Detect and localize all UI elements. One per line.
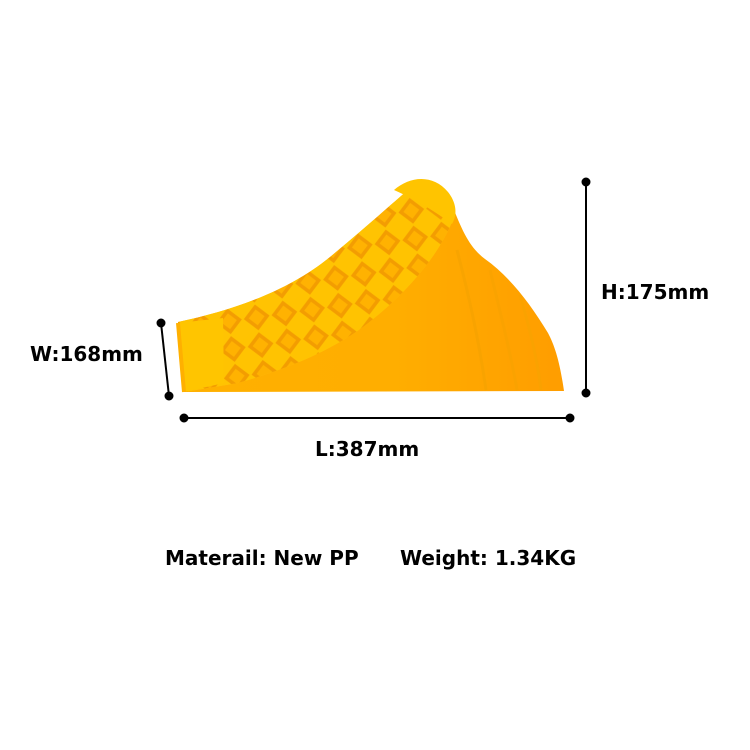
chock-front-lip — [178, 318, 224, 392]
chock-side-body — [184, 180, 564, 392]
length-line-end — [565, 413, 575, 423]
wheel-chock-icon — [176, 179, 564, 393]
weight-spec: Weight: 1.34KG — [400, 546, 577, 570]
width-dimension-line — [160, 322, 170, 397]
height-label: H:175mm — [601, 280, 710, 304]
length-label: L:387mm — [315, 437, 420, 461]
width-line-end — [156, 318, 166, 328]
width-label: W:168mm — [30, 342, 143, 366]
width-line-end — [164, 391, 174, 401]
chock-side-rib — [488, 269, 519, 391]
chock-side-rib — [518, 294, 543, 391]
material-spec: Materail: New PP — [165, 546, 359, 570]
height-line-end — [581, 177, 591, 187]
chock-top-crest — [394, 179, 456, 224]
dimension-lines — [156, 177, 591, 423]
chock-side-rib — [455, 249, 488, 391]
chock-front-edge — [176, 322, 186, 393]
height-line-end — [581, 388, 591, 398]
length-line-end — [179, 413, 189, 423]
